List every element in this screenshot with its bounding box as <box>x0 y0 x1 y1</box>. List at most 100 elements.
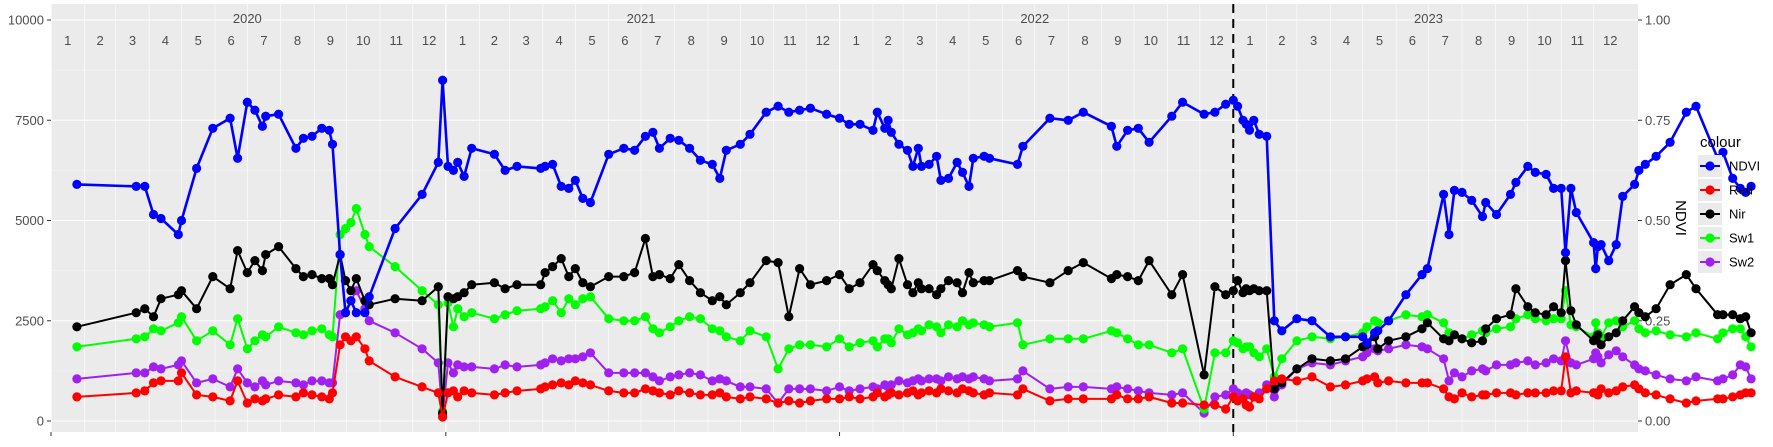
data-point-nir <box>1417 324 1427 334</box>
data-point-sw1 <box>1401 310 1411 320</box>
data-point-red <box>467 388 477 398</box>
data-point-sw2 <box>805 384 816 394</box>
data-point-red <box>834 394 845 404</box>
data-point-sw2 <box>1665 374 1675 384</box>
data-point-nir <box>1449 330 1459 340</box>
data-point-nir <box>433 282 443 292</box>
data-point-red <box>984 388 995 398</box>
data-point-ndvi <box>585 197 596 208</box>
data-point-red <box>1325 382 1335 392</box>
data-point-sw2 <box>834 382 845 392</box>
data-point-red <box>1221 404 1231 414</box>
data-point-nir <box>459 288 469 298</box>
data-point-sw1 <box>784 344 794 354</box>
data-point-red <box>317 392 327 402</box>
data-point-nir <box>894 254 904 264</box>
data-point-red <box>674 386 684 396</box>
data-point-sw1 <box>1292 336 1302 346</box>
data-point-nir <box>225 284 235 294</box>
data-point-nir <box>1133 276 1143 286</box>
data-point-ndvi <box>540 161 550 171</box>
data-point-ndvi <box>1741 187 1751 197</box>
data-point-sw1 <box>952 322 962 332</box>
data-point-ndvi <box>984 153 995 163</box>
data-point-ndvi <box>417 189 427 199</box>
data-point-ndvi <box>433 157 443 167</box>
data-point-sw2 <box>548 354 558 364</box>
data-point-ndvi <box>327 139 338 149</box>
data-point-red <box>459 386 469 396</box>
data-point-red <box>1571 386 1581 396</box>
right-axis-title: NDVI <box>1672 200 1689 236</box>
data-point-red <box>500 388 510 398</box>
month-label: 10 <box>1144 33 1158 48</box>
data-point-sw2 <box>317 376 327 386</box>
data-point-sw1 <box>225 340 235 350</box>
data-point-sw2 <box>417 344 427 354</box>
data-point-red <box>784 396 794 406</box>
data-point-ndvi <box>619 143 629 153</box>
data-point-red <box>1618 382 1628 392</box>
data-point-nir <box>1640 312 1650 322</box>
data-point-nir <box>886 284 896 294</box>
data-point-sw2 <box>1167 390 1177 400</box>
data-point-sw2 <box>707 376 717 386</box>
data-point-red <box>1422 378 1432 388</box>
month-label: 6 <box>228 33 235 48</box>
data-point-red <box>1362 374 1372 384</box>
data-point-sw1 <box>459 312 469 322</box>
data-point-nir <box>564 272 574 282</box>
data-point-sw1 <box>291 328 301 338</box>
data-point-nir <box>1063 266 1073 276</box>
data-point-sw2 <box>327 378 338 388</box>
data-point-sw2 <box>459 362 469 372</box>
data-point-nir <box>257 266 267 276</box>
data-point-nir <box>578 278 588 288</box>
data-point-sw1 <box>512 306 522 316</box>
month-label: 8 <box>1081 33 1088 48</box>
data-point-sw1 <box>1254 352 1264 362</box>
data-point-red <box>1511 390 1521 400</box>
data-point-sw1 <box>1307 332 1317 342</box>
data-point-sw1 <box>340 223 351 234</box>
data-point-sw1 <box>721 332 731 342</box>
data-point-red <box>640 384 651 394</box>
data-point-ndvi <box>459 171 469 181</box>
data-point-sw2 <box>131 368 141 378</box>
data-point-ndvi <box>1221 99 1231 109</box>
data-point-red <box>855 394 865 404</box>
data-point-nir <box>1340 354 1351 364</box>
month-label: 4 <box>949 33 956 48</box>
data-point-sw2 <box>1018 366 1028 376</box>
data-point-red <box>1210 400 1220 410</box>
data-point-red <box>1144 392 1154 402</box>
data-point-sw1 <box>1467 330 1477 340</box>
data-point-sw2 <box>665 372 675 382</box>
data-point-red <box>1133 394 1143 404</box>
data-point-sw2 <box>968 372 978 382</box>
data-point-sw2 <box>448 368 458 378</box>
right-tick-label: 0.75 <box>1645 113 1670 128</box>
series-ndvi <box>72 75 1756 348</box>
data-point-ndvi <box>448 165 458 175</box>
data-point-ndvi <box>208 123 218 133</box>
data-point-nir <box>721 300 731 310</box>
data-point-sw2 <box>1746 374 1756 384</box>
data-point-red <box>1681 398 1691 408</box>
data-point-nir <box>242 268 252 278</box>
month-label: 8 <box>688 33 695 48</box>
month-label: 10 <box>356 33 370 48</box>
data-point-ndvi <box>745 129 755 139</box>
data-point-ndvi <box>654 143 665 153</box>
data-point-nir <box>604 272 614 282</box>
data-point-sw1 <box>735 336 745 346</box>
data-point-ndvi <box>335 250 345 260</box>
data-point-nir <box>1541 310 1551 320</box>
month-label: 5 <box>195 33 202 48</box>
data-point-red <box>298 388 308 398</box>
data-point-ndvi <box>604 149 614 159</box>
data-point-sw2 <box>585 348 596 358</box>
legend-key-dot <box>1705 257 1715 267</box>
data-point-ndvi <box>1651 151 1661 161</box>
data-point-red <box>242 398 252 408</box>
